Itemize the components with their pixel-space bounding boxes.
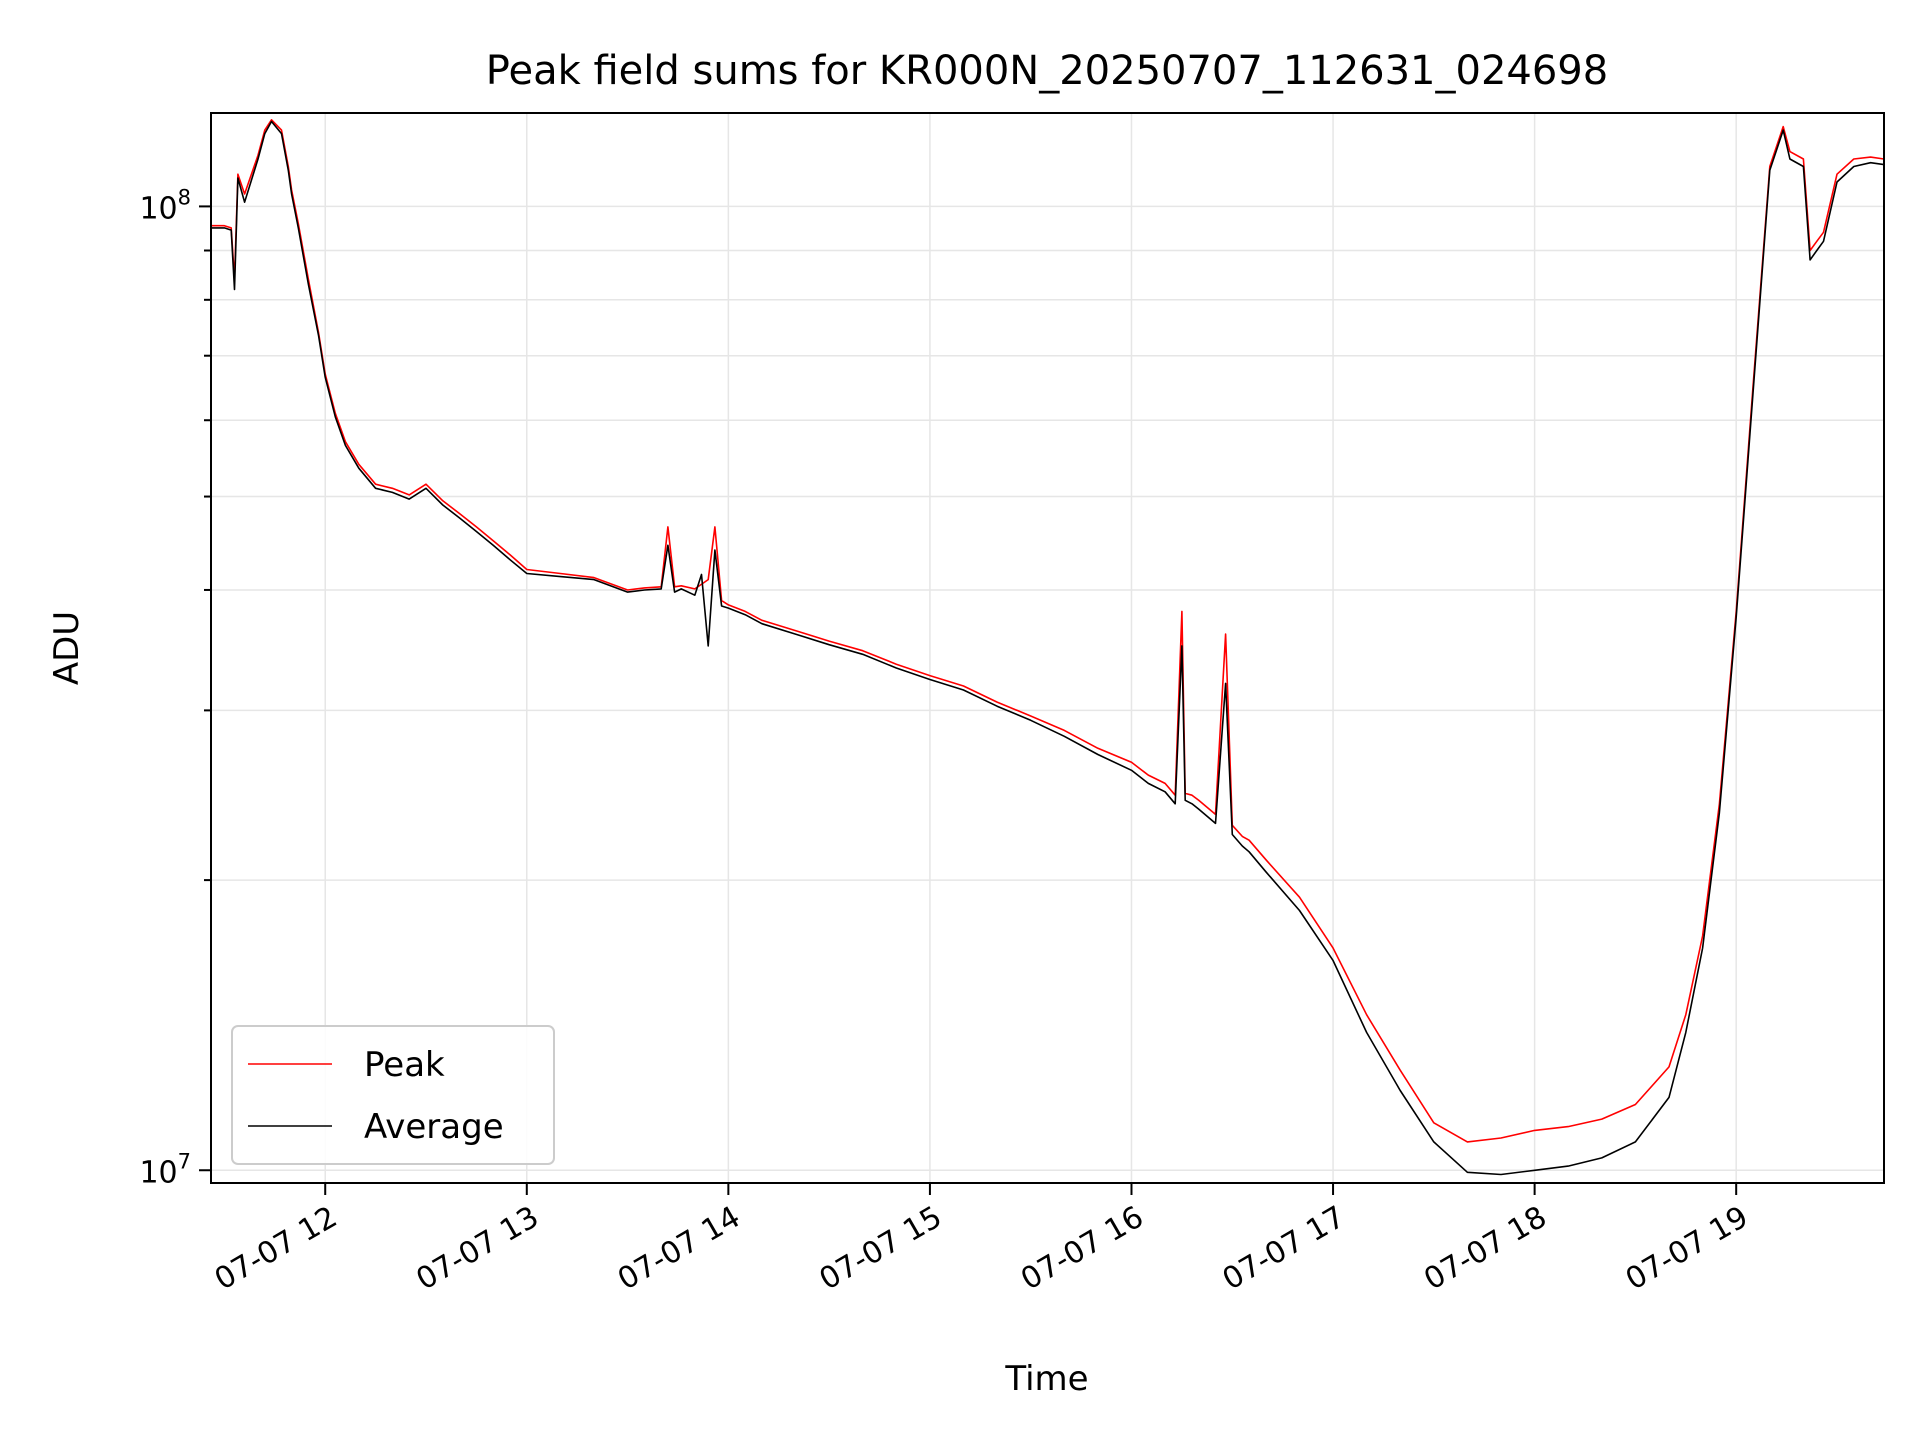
grid-lines — [211, 113, 1884, 1183]
y-axis-label: ADU — [47, 611, 87, 685]
plot-frame — [210, 112, 1885, 1184]
y-tick-label: 107 — [139, 1149, 191, 1190]
series-line-average — [211, 120, 1884, 1176]
legend-box — [231, 1025, 555, 1165]
legend-label-average: Average — [364, 1107, 504, 1147]
series-line-peak — [211, 119, 1884, 1143]
plot-series — [211, 119, 1884, 1176]
y-tick-label: 108 — [139, 185, 191, 226]
legend: Peak Average — [231, 1025, 555, 1165]
legend-label-peak: Peak — [364, 1045, 445, 1085]
chart-title: Peak field sums for KR000N_20250707_1126… — [486, 48, 1608, 94]
x-axis-label: Time — [1004, 1359, 1088, 1399]
